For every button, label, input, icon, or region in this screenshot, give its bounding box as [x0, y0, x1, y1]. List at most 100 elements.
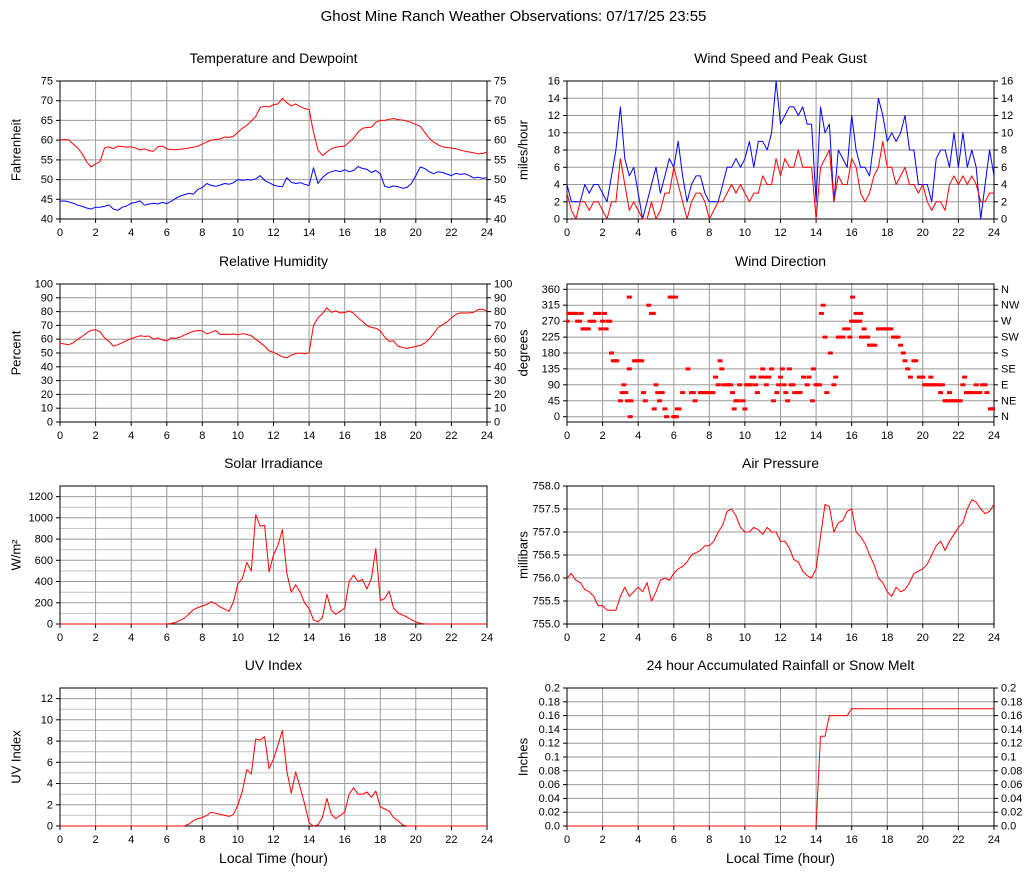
y-tick-label: 50 — [41, 348, 53, 360]
scatter-point — [621, 383, 627, 387]
scatter-point — [601, 311, 607, 315]
y-tick-label-right: 50 — [494, 174, 506, 186]
x-tick-label: 22 — [445, 430, 457, 442]
y-tick-label-right: 0.12 — [1001, 738, 1022, 750]
y-tick-label: 2 — [554, 196, 560, 208]
y-tick-label: 0 — [47, 417, 53, 429]
scatter-point — [770, 399, 776, 403]
y-tick-label: 14 — [548, 93, 560, 105]
scatter-point — [625, 399, 630, 403]
x-tick-label: 14 — [810, 430, 822, 442]
scatter-point — [600, 319, 606, 323]
x-tick-label: 8 — [199, 227, 205, 239]
page-title: Ghost Mine Ranch Weather Observations: 0… — [320, 8, 707, 25]
y-tick-label-right: 2 — [1001, 196, 1007, 208]
x-tick-label: 24 — [988, 227, 1000, 239]
x-tick-label: 18 — [881, 632, 893, 644]
chart-cell-uv-index: UV Index UV Index 0 2 4 6 8 10 12 14 16 18 20 22 24 0… — [2, 654, 515, 876]
y-tick-label-right: 70 — [494, 95, 506, 107]
x-tick-label: 6 — [164, 632, 170, 644]
scatter-point — [735, 399, 741, 403]
chart-cell-wind-direction: Wind Direction degrees 0 2 4 6 8 10 12 14 16 18 20… — [509, 250, 1022, 472]
chart-title-wind-direction: Wind Direction — [734, 253, 827, 269]
y-tick-label: 200 — [35, 597, 53, 609]
scatter-point — [810, 399, 815, 403]
scatter-point — [685, 367, 691, 371]
y-tick-label: 1000 — [29, 512, 53, 524]
y-tick-label: 600 — [35, 555, 53, 567]
y-tick-label: 90 — [548, 379, 560, 391]
scatter-point — [817, 383, 823, 387]
y-tick-label-right: 0.08 — [1001, 765, 1022, 777]
x-tick-label: 18 — [374, 834, 386, 846]
scatter-point — [858, 311, 864, 315]
x-tick-label: 2 — [600, 834, 606, 846]
scatter-point — [960, 383, 966, 387]
x-tick-label: 24 — [481, 834, 493, 846]
x-tick-label: 10 — [739, 632, 751, 644]
x-tick-label: 0 — [564, 834, 570, 846]
scatter-point — [957, 399, 963, 403]
scatter-point — [861, 327, 867, 331]
scatter-point — [651, 407, 657, 411]
scatter-point — [766, 375, 772, 379]
y-tick-label-right: NW — [1001, 300, 1020, 312]
y-tick-label-right: 60 — [494, 135, 506, 147]
scatter-point — [754, 391, 760, 395]
chart-title-relative-humidity: Relative Humidity — [219, 253, 328, 269]
y-tick-label-right: 10 — [494, 403, 506, 415]
x-tick-label: 14 — [303, 430, 315, 442]
scatter-point — [792, 391, 798, 395]
x-tick-label: 8 — [706, 632, 712, 644]
y-tick-label: 30 — [41, 375, 53, 387]
scatter-point — [646, 303, 652, 307]
scatter-point — [758, 375, 764, 379]
y-tick-label: 225 — [542, 332, 560, 344]
y-tick-label: 800 — [35, 534, 53, 546]
x-tick-label: 10 — [232, 227, 244, 239]
x-tick-label: 2 — [93, 227, 99, 239]
y-tick-label: 756.5 — [532, 550, 560, 562]
x-tick-label: 24 — [988, 430, 1000, 442]
scatter-point — [721, 383, 727, 387]
scatter-point — [747, 383, 753, 387]
x-tick-label: 20 — [410, 632, 422, 644]
y-tick-label-right: 50 — [494, 348, 506, 360]
y-tick-label: 90 — [41, 292, 53, 304]
y-tick-label: 75 — [41, 76, 53, 88]
x-tick-label: 4 — [635, 632, 641, 644]
y-tick-label: 757.0 — [532, 527, 560, 539]
scatter-point — [859, 335, 864, 339]
scatter-point — [577, 319, 582, 323]
x-tick-label: 4 — [128, 430, 134, 442]
y-tick-label: 0.04 — [539, 793, 560, 805]
scatter-point — [845, 327, 851, 331]
x-tick-label: 10 — [739, 227, 751, 239]
scatter-point — [827, 351, 833, 355]
x-tick-label: 0 — [564, 227, 570, 239]
y-tick-label-right: 0.02 — [1001, 807, 1022, 819]
x-tick-label: 24 — [481, 632, 493, 644]
x-tick-label: 12 — [267, 632, 279, 644]
x-tick-label: 18 — [881, 227, 893, 239]
y-tick-label: 40 — [41, 214, 53, 226]
y-tick-label: 360 — [542, 284, 560, 296]
scatter-point — [657, 399, 662, 403]
scatter-point — [713, 375, 719, 379]
x-tick-label: 0 — [57, 227, 63, 239]
x-tick-label: 20 — [917, 632, 929, 644]
scatter-point — [933, 383, 939, 387]
chart-title-solar-irradiance: Solar Irradiance — [224, 455, 323, 471]
x-tick-label: 18 — [374, 632, 386, 644]
scatter-point — [673, 295, 678, 299]
scatter-point — [619, 391, 625, 395]
y-tick-label: 0.16 — [539, 710, 560, 722]
y-tick-label: 1200 — [29, 491, 53, 503]
scatter-point — [977, 391, 983, 395]
x-tick-label: 0 — [57, 834, 63, 846]
scatter-point — [751, 375, 757, 379]
y-tick-label: 4 — [554, 179, 560, 191]
x-tick-label: 6 — [164, 834, 170, 846]
x-axis-label-local-time: Local Time (hour) — [219, 850, 328, 866]
